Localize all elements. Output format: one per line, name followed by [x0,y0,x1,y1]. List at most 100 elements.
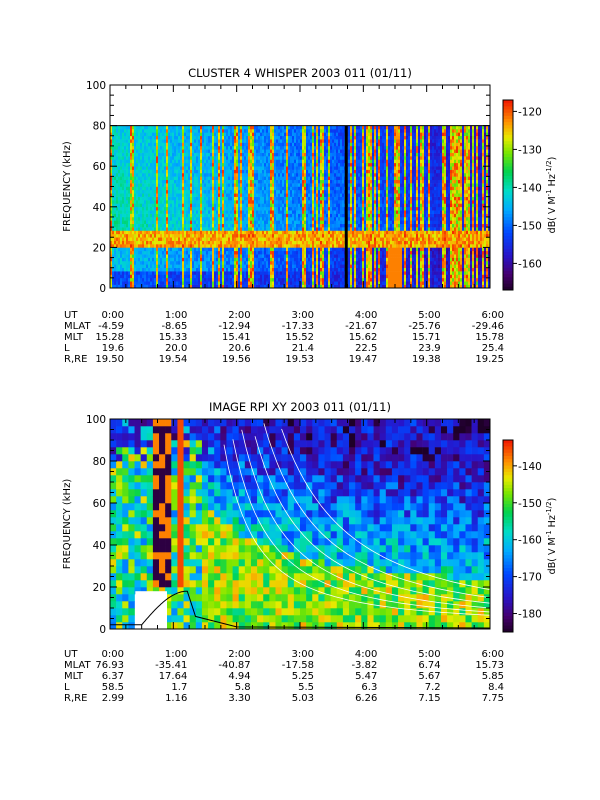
cell [234,139,237,143]
cell [152,230,155,235]
cell [192,257,195,262]
cell [246,186,249,191]
cell [178,193,181,197]
cell [204,220,207,225]
cell [196,271,199,275]
cell [132,172,135,177]
cell [274,244,277,248]
cell [120,254,123,258]
panel-1: CLUSTER 4 WHISPER 2003 011 (01/11)020406… [62,66,558,365]
cell [170,210,173,214]
cell [194,233,197,238]
cell [286,189,289,194]
cell [168,274,171,279]
cell [226,267,229,272]
cell [230,210,233,214]
cell [216,142,219,147]
cell [190,237,193,241]
cell [116,254,119,258]
cell [312,210,315,214]
cell [158,274,161,279]
cell [194,145,197,150]
cell [270,274,273,279]
cell [314,237,317,241]
cell [202,267,205,272]
cell [168,216,171,221]
cell [236,149,239,153]
cell [192,162,195,167]
cell [150,169,153,174]
cell [164,210,167,214]
cell [290,159,293,164]
cell [308,220,311,225]
cell [278,227,281,231]
cell [286,186,289,191]
cell [200,206,203,211]
cell [298,237,301,241]
cell [116,257,119,262]
cell [264,244,267,248]
cell [268,281,271,285]
cell [294,200,297,204]
cell [166,186,169,191]
cell [112,271,115,275]
cell [240,186,243,191]
cell [252,135,255,140]
cell [128,274,131,279]
cell [296,203,299,208]
cell [130,237,133,241]
cell [232,132,235,137]
cell [258,223,261,228]
cell [250,183,253,187]
cell [284,281,287,285]
cell [162,145,165,150]
cell [296,166,299,170]
cell [146,260,149,265]
cell [310,128,313,133]
cell [272,128,275,133]
cell [310,152,313,157]
cell [142,162,145,167]
cell [148,159,151,164]
cell [200,169,203,174]
cell [240,125,243,130]
cell [142,284,145,289]
cell [186,142,189,147]
cell [132,156,135,160]
cell [234,284,237,289]
cell [316,233,319,238]
cell [192,189,195,194]
cell [198,227,201,231]
cell [266,213,269,218]
cell [120,159,123,164]
cell [256,149,259,153]
cell [230,149,233,153]
cell [316,142,319,147]
cell [194,220,197,225]
cell [148,267,151,272]
cell [176,172,179,177]
cell [158,179,161,184]
cell [234,210,237,214]
cell [112,179,115,184]
cell [266,128,269,133]
cell [308,200,311,204]
cell [150,186,153,191]
cell [140,237,143,241]
cell [130,135,133,140]
cell [268,277,271,282]
cell [302,271,305,275]
cell [286,233,289,238]
cell [270,200,273,204]
cell [208,220,211,225]
cell [228,281,231,285]
cell [300,152,303,157]
cell [314,227,317,231]
cell [262,142,265,147]
cell [110,176,113,181]
cell [228,233,231,238]
cell [232,233,235,238]
cell [202,277,205,282]
cell [194,210,197,214]
cell [290,176,293,181]
